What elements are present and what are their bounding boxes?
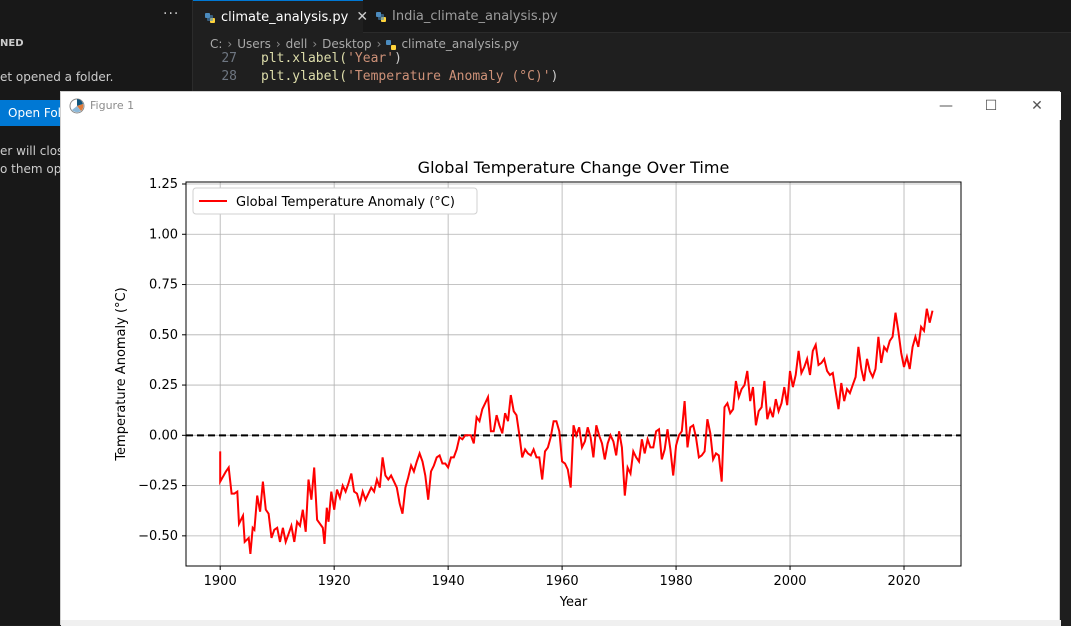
breadcrumb-item[interactable]: Users <box>237 37 271 51</box>
y-axis-label: Temperature Anomaly (°C) <box>114 287 129 461</box>
open-folder-hint: er will clos o them ope <box>0 142 69 178</box>
tab-label: climate_analysis.py <box>221 10 349 25</box>
breadcrumb-item[interactable]: C: <box>210 37 223 51</box>
line-chart[interactable]: 1900 1920 1940 1960 1980 2000 2020 −0.50 −0.25 0… <box>61 120 1061 620</box>
legend-label: Global Temperature Anomaly (°C) <box>236 195 455 210</box>
figure-title-bar[interactable]: Figure 1 — ☐ ✕ <box>61 92 1061 120</box>
breadcrumb: C: › Users › dell › Desktop › climate_analysis.p… <box>193 33 1071 55</box>
python-file-icon <box>205 12 215 23</box>
y-tick-label: 0.00 <box>149 428 178 443</box>
code-token: plt.ylabel( <box>261 69 348 84</box>
chevron-right-icon: › <box>312 37 318 51</box>
y-tick-label: 0.25 <box>149 378 178 393</box>
y-tick-label: −0.25 <box>138 479 178 494</box>
open-folder-button[interactable]: Open Fol <box>0 100 64 126</box>
hint-line: er will clos <box>0 144 64 158</box>
y-tick-label: 0.50 <box>149 328 178 343</box>
x-tick-label: 1940 <box>432 574 465 589</box>
chevron-right-icon: › <box>227 37 233 51</box>
code-line[interactable]: 27 plt.xlabel('Year') <box>193 49 402 69</box>
x-ticks: 1900 1920 1940 1960 1980 2000 2020 <box>204 566 921 589</box>
minimize-button[interactable]: — <box>939 98 953 114</box>
chevron-right-icon: › <box>376 37 382 51</box>
x-tick-label: 1980 <box>660 574 693 589</box>
code-string: 'Temperature Anomaly (°C)' <box>347 69 551 84</box>
axes-frame <box>185 181 962 567</box>
close-tab-icon[interactable]: ✕ <box>356 9 369 25</box>
section-header[interactable]: NED <box>0 38 24 49</box>
close-window-button[interactable]: ✕ <box>1031 98 1043 114</box>
x-tick-label: 1920 <box>318 574 351 589</box>
figure-title: Figure 1 <box>90 99 135 112</box>
tab-climate-analysis[interactable]: climate_analysis.py ✕ <box>193 0 368 33</box>
code-token: ) <box>550 69 559 84</box>
x-tick-label: 2000 <box>773 574 806 589</box>
y-tick-label: 1.00 <box>149 227 178 242</box>
legend: Global Temperature Anomaly (°C) <box>192 187 478 215</box>
x-tick-label: 2020 <box>887 574 920 589</box>
chart-title: Global Temperature Change Over Time <box>418 158 730 177</box>
hint-line: o them ope <box>0 162 69 176</box>
line-number: 27 <box>221 51 237 66</box>
breadcrumb-file[interactable]: climate_analysis.py <box>401 37 519 51</box>
code-string: 'Year' <box>347 51 395 66</box>
temperature-anomaly-line <box>219 308 934 555</box>
code-token: plt.xlabel( <box>261 51 348 66</box>
figure-toolbar-area <box>61 620 1061 626</box>
y-tick-label: 0.75 <box>149 278 178 293</box>
tab-label: India_climate_analysis.py <box>392 9 558 24</box>
x-tick-label: 1900 <box>204 574 237 589</box>
x-axis-label: Year <box>559 595 588 610</box>
x-tick-label: 1960 <box>546 574 579 589</box>
python-file-icon <box>376 11 386 22</box>
y-tick-label: −0.50 <box>138 529 178 544</box>
code-token: ) <box>394 51 402 66</box>
grid <box>186 182 961 566</box>
code-line[interactable]: 28 plt.ylabel('Temperature Anomaly (°C)') <box>193 67 558 87</box>
editor-tab-bar: climate_analysis.py ✕ India_climate_analy… <box>193 0 1071 33</box>
maximize-button[interactable]: ☐ <box>984 98 998 114</box>
line-number: 28 <box>221 69 237 84</box>
legend-box <box>192 187 478 215</box>
python-file-icon <box>386 39 397 50</box>
tab-india-climate-analysis[interactable]: India_climate_analysis.py <box>364 0 564 33</box>
y-ticks: −0.50 −0.25 0.00 0.25 0.50 0.75 1.00 1.25 <box>138 177 186 544</box>
matplotlib-figure-window[interactable]: Figure 1 — ☐ ✕ 1900 1920 1940 1960 1980 2000 2… <box>60 91 1061 626</box>
no-folder-message: et opened a folder. <box>0 70 114 84</box>
y-tick-label: 1.25 <box>149 177 178 192</box>
chevron-right-icon: › <box>275 37 281 51</box>
more-actions-icon[interactable]: ··· <box>163 6 180 22</box>
code-editor[interactable]: 27 plt.xlabel('Year') 28 plt.ylabel('Tempe… <box>193 51 1071 95</box>
breadcrumb-item[interactable]: dell <box>285 37 308 51</box>
matplotlib-logo-icon <box>69 98 85 114</box>
breadcrumb-item[interactable]: Desktop <box>322 37 372 51</box>
